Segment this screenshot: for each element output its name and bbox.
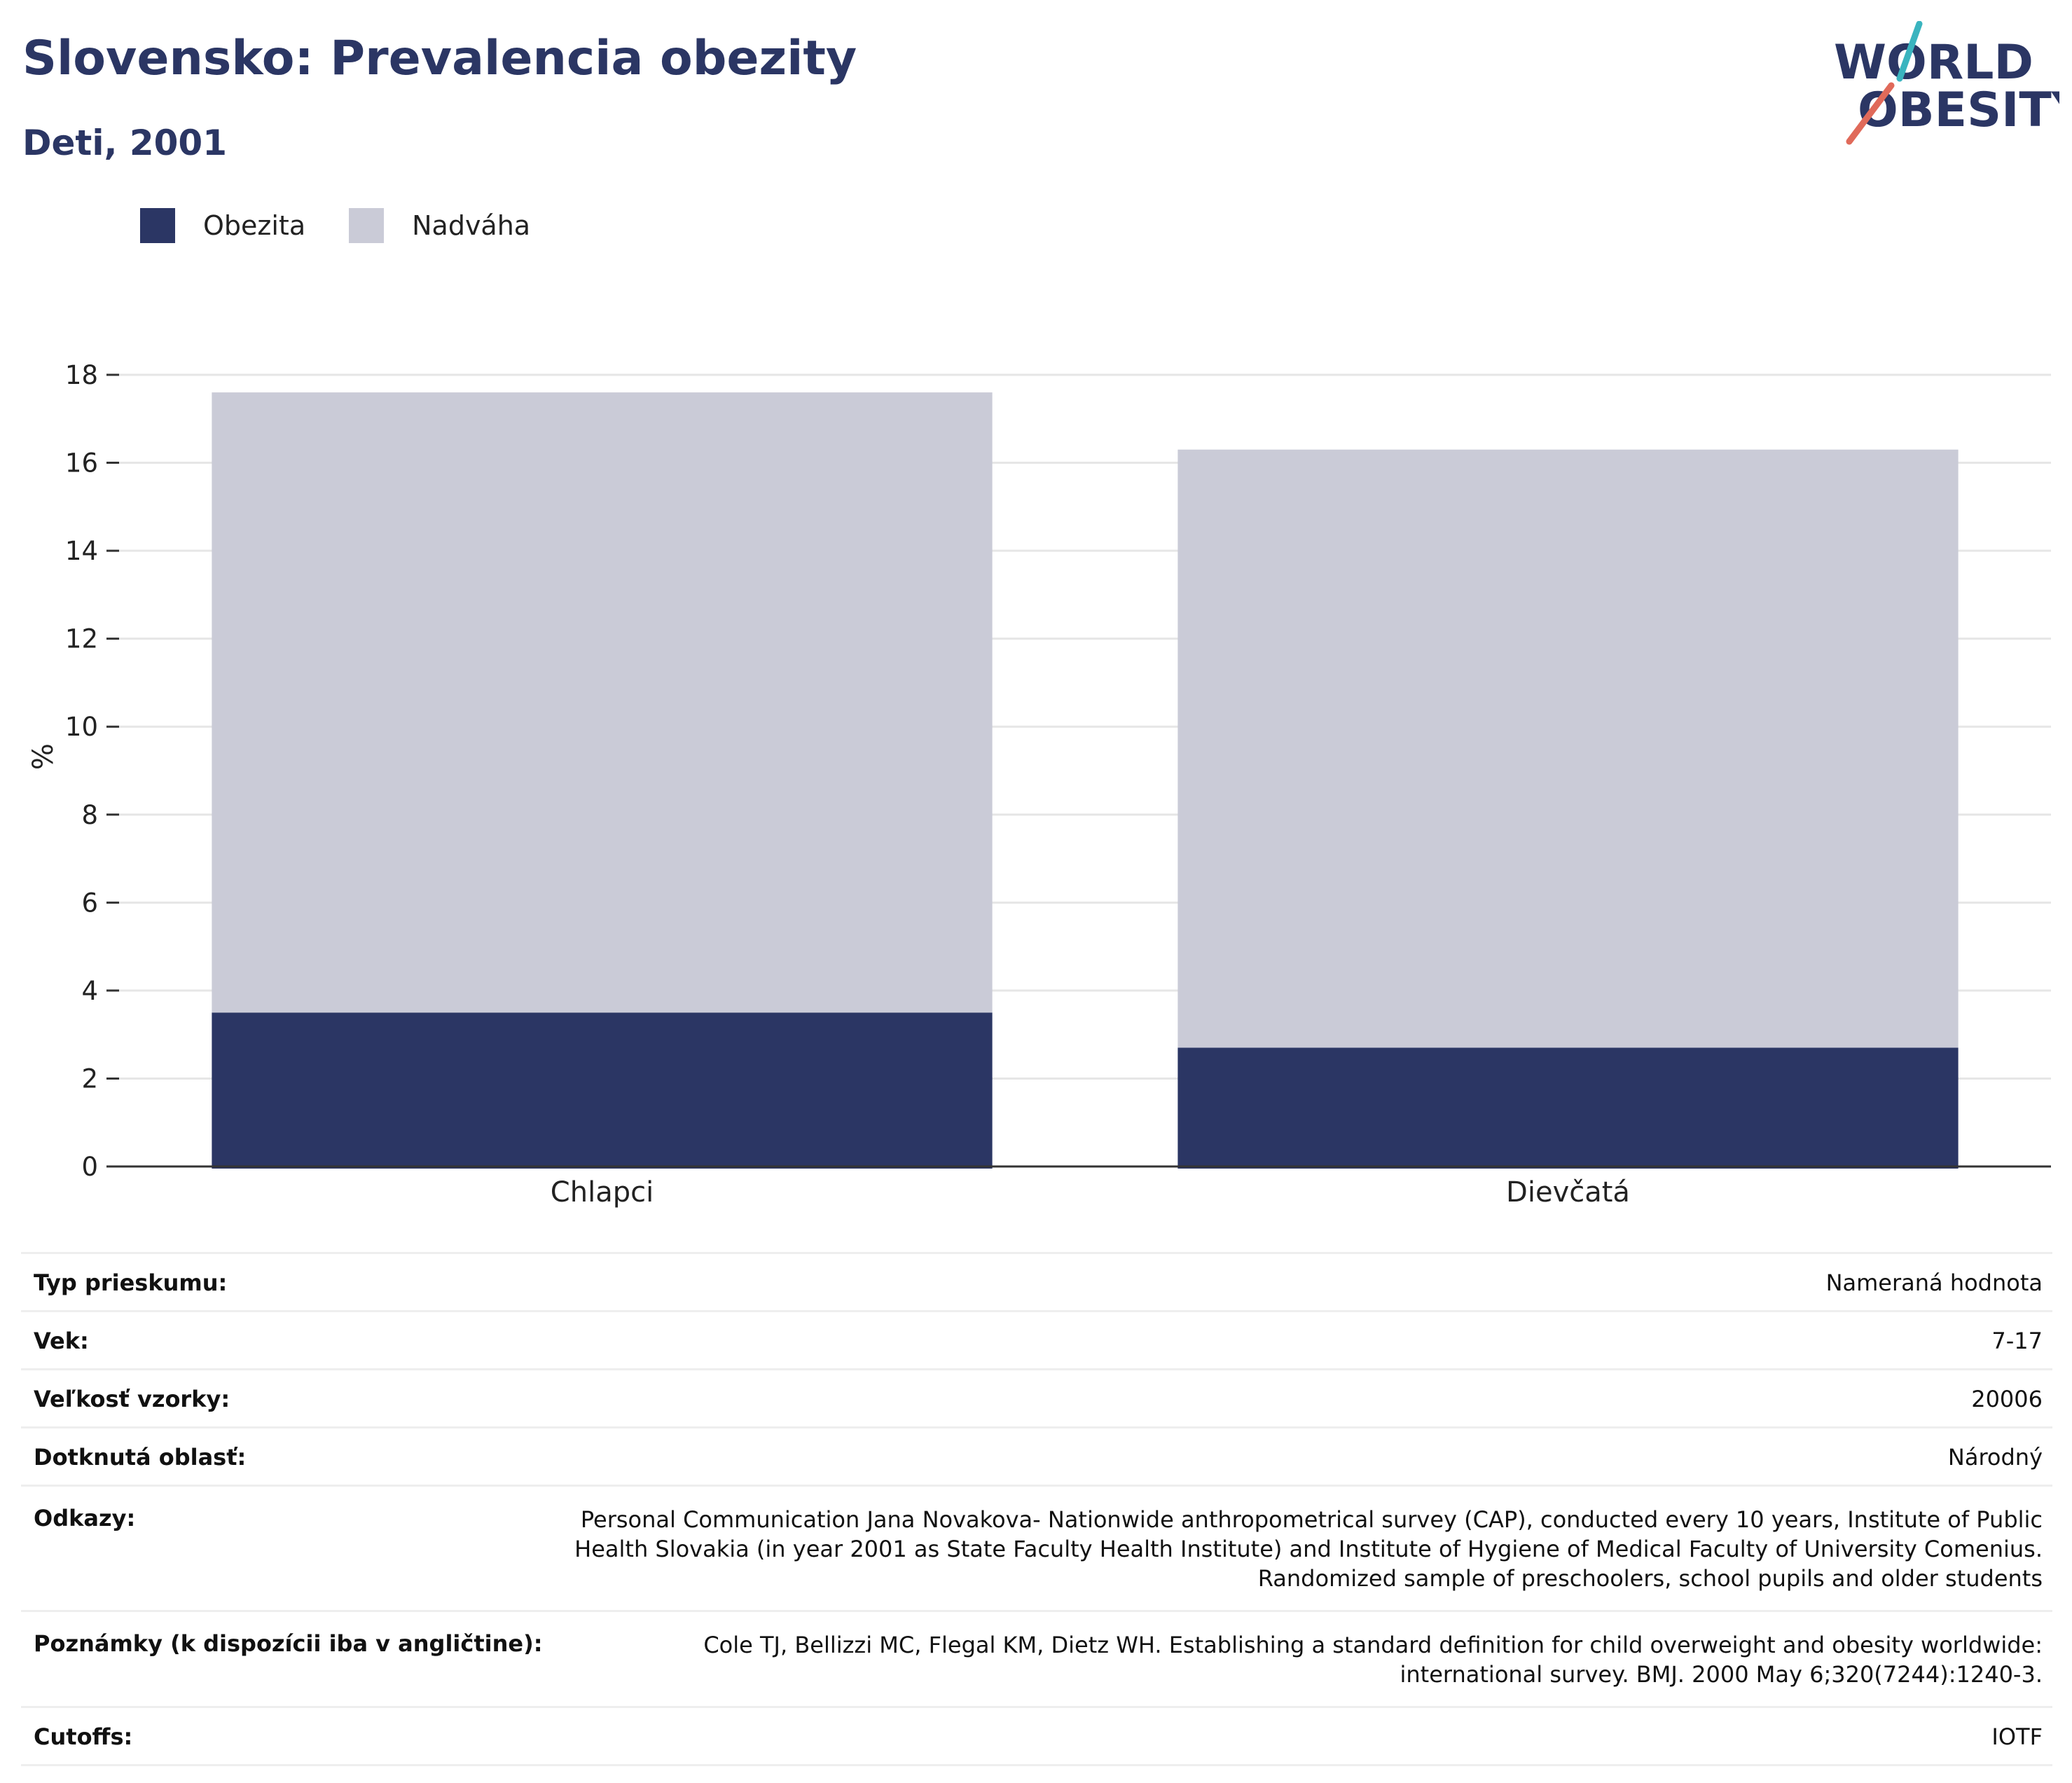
info-row: Odkazy: Personal Communication Jana Novak… [21, 1487, 2052, 1612]
x-tick-label: Chlapci [551, 1176, 654, 1209]
info-label: Veľkosť vzorky: [34, 1386, 230, 1412]
y-tick-label: 10 [65, 712, 98, 742]
info-value: Cole TJ, Bellizzi MC, Flegal KM, Dietz W… [703, 1632, 2043, 1688]
info-value: IOTF [1991, 1723, 2043, 1750]
bar-obezita [212, 1012, 993, 1169]
page-subtitle: Deti, 2001 [22, 123, 228, 163]
legend-item-obezita[interactable]: Obezita [140, 208, 305, 243]
logo-accent-teal [1896, 21, 1923, 82]
logo-line2: OBESITY [1858, 83, 2059, 138]
legend-item-nadvaha[interactable]: Nadváha [349, 208, 530, 243]
bar-obezita [1177, 1047, 1959, 1169]
y-tick-label: 2 [81, 1063, 98, 1094]
legend-swatch-obezita [140, 208, 175, 243]
info-value: Národný [1947, 1444, 2043, 1471]
y-tick-label: 18 [65, 360, 98, 390]
info-row: Veľkosť vzorky: 20006 [21, 1370, 2052, 1429]
logo-line1: WORLD [1834, 35, 2033, 90]
logo-accent-coral [1846, 82, 1895, 145]
y-tick-label: 8 [81, 800, 98, 830]
info-row: Poznámky (k dispozícii iba v angličtine)… [21, 1612, 2052, 1708]
info-label: Odkazy: [34, 1505, 136, 1531]
bar-nadv-ha [1177, 449, 1959, 1048]
info-row: Cutoffs: IOTF [21, 1708, 2052, 1766]
info-value: Personal Communication Jana Novakova- Na… [574, 1506, 2043, 1592]
legend-label-nadvaha: Nadváha [412, 210, 531, 241]
chart-legend: Obezita Nadváha [140, 207, 574, 244]
legend-label-obezita: Obezita [203, 210, 306, 241]
y-tick-label: 16 [65, 448, 98, 479]
info-label: Typ prieskumu: [34, 1269, 228, 1296]
info-label: Dotknutá oblasť: [34, 1444, 247, 1471]
info-value: 7-17 [1991, 1328, 2043, 1354]
info-row: Vek: 7-17 [21, 1312, 2052, 1370]
y-tick-label: 14 [65, 536, 98, 566]
y-tick-label: 0 [81, 1152, 98, 1182]
y-tick-label: 4 [81, 976, 98, 1006]
info-row: Typ prieskumu: Nameraná hodnota [21, 1254, 2052, 1312]
y-tick-label: 12 [65, 624, 98, 654]
page-title: Slovensko: Prevalencia obezity [22, 31, 857, 86]
info-value: 20006 [1971, 1386, 2043, 1412]
y-tick-label: 6 [81, 888, 98, 918]
stacked-bar-chart: 0 2 4 6 8 10 12 14 16 18% Chlapci Dievčatá [27, 360, 2051, 1209]
bar-nadv-ha [212, 392, 993, 1013]
info-label: Cutoffs: [34, 1723, 133, 1750]
y-axis-label: % [27, 743, 60, 770]
info-label: Vek: [34, 1328, 89, 1354]
legend-swatch-nadvaha [349, 208, 385, 243]
info-label: Poznámky (k dispozícii iba v angličtine)… [34, 1630, 543, 1657]
x-tick-label: Dievčatá [1506, 1176, 1630, 1209]
world-obesity-logo: WORLD OBESITY [1834, 21, 2059, 145]
info-value: Nameraná hodnota [1825, 1269, 2043, 1296]
survey-info-table: Typ prieskumu: Nameraná hodnota Vek: 7-17 Ve… [21, 1252, 2052, 1766]
info-row: Dotknutá oblasť: Národný [21, 1429, 2052, 1487]
